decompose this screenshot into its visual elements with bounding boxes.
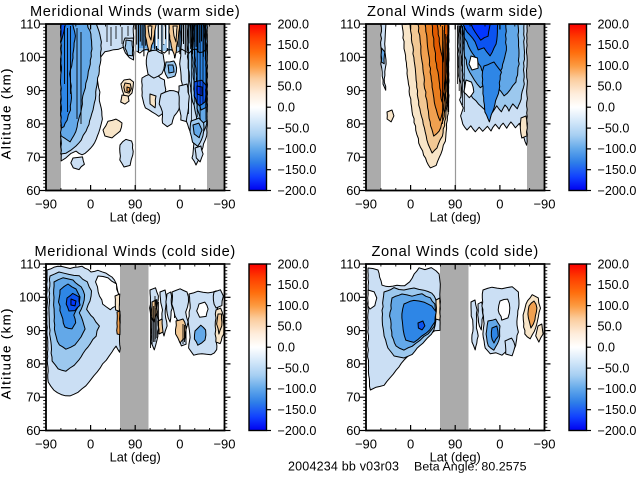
svg-text:Zonal Winds (warm side): Zonal Winds (warm side)	[367, 4, 543, 20]
svg-text:−150.0: −150.0	[278, 403, 317, 417]
svg-text:150.0: 150.0	[598, 38, 630, 52]
svg-text:100: 100	[19, 50, 40, 65]
svg-text:90: 90	[448, 197, 462, 212]
svg-text:90: 90	[128, 437, 142, 452]
svg-text:50.0: 50.0	[598, 80, 623, 94]
svg-text:0: 0	[176, 437, 183, 452]
svg-text:100.0: 100.0	[278, 59, 310, 73]
svg-text:200.0: 200.0	[598, 257, 630, 271]
svg-text:60: 60	[26, 183, 40, 198]
svg-text:70: 70	[26, 390, 40, 405]
svg-text:−50.0: −50.0	[278, 121, 310, 135]
svg-text:70: 70	[346, 150, 360, 165]
svg-text:−90: −90	[533, 437, 555, 452]
svg-text:90: 90	[448, 437, 462, 452]
svg-text:150.0: 150.0	[278, 278, 310, 292]
svg-text:Lat (deg): Lat (deg)	[110, 210, 161, 225]
svg-text:−200.0: −200.0	[598, 184, 637, 198]
svg-text:0.0: 0.0	[598, 101, 616, 115]
svg-text:80: 80	[346, 356, 360, 371]
svg-text:−90: −90	[213, 437, 235, 452]
svg-text:110: 110	[20, 16, 40, 31]
svg-text:0: 0	[496, 437, 503, 452]
svg-text:−150.0: −150.0	[598, 163, 637, 177]
svg-text:−100.0: −100.0	[598, 382, 637, 396]
svg-text:Altitude (km): Altitude (km)	[0, 307, 13, 399]
svg-text:100: 100	[339, 50, 360, 65]
svg-text:−100.0: −100.0	[278, 142, 317, 156]
svg-text:−50.0: −50.0	[278, 361, 310, 375]
svg-text:0: 0	[407, 437, 414, 452]
svg-text:110: 110	[340, 16, 360, 31]
svg-text:−200.0: −200.0	[278, 184, 317, 198]
svg-text:−150.0: −150.0	[278, 163, 317, 177]
svg-text:90: 90	[346, 83, 360, 98]
svg-text:0.0: 0.0	[278, 341, 296, 355]
svg-text:0: 0	[496, 197, 503, 212]
svg-text:0: 0	[176, 197, 183, 212]
svg-text:−90: −90	[35, 437, 57, 452]
svg-text:−50.0: −50.0	[598, 361, 630, 375]
svg-text:50.0: 50.0	[598, 320, 623, 334]
svg-text:−100.0: −100.0	[278, 382, 317, 396]
svg-text:Altitude (km): Altitude (km)	[0, 67, 13, 159]
svg-text:150.0: 150.0	[278, 38, 310, 52]
svg-text:0.0: 0.0	[278, 101, 296, 115]
svg-text:90: 90	[26, 323, 40, 338]
svg-text:70: 70	[26, 150, 40, 165]
svg-text:90: 90	[346, 323, 360, 338]
svg-text:70: 70	[346, 390, 360, 405]
svg-text:−90: −90	[533, 197, 555, 212]
svg-text:2004234 bb v03r03: 2004234 bb v03r03	[288, 460, 399, 474]
svg-text:60: 60	[346, 183, 360, 198]
svg-text:−150.0: −150.0	[598, 403, 637, 417]
svg-text:0.0: 0.0	[598, 341, 616, 355]
svg-text:200.0: 200.0	[278, 17, 310, 31]
svg-text:−90: −90	[213, 197, 235, 212]
svg-text:Altitude (km): Altitude (km)	[0, 67, 13, 159]
svg-text:−90: −90	[355, 437, 377, 452]
svg-text:110: 110	[340, 256, 360, 271]
svg-text:Lat (deg): Lat (deg)	[110, 450, 161, 465]
svg-text:200.0: 200.0	[598, 17, 630, 31]
svg-text:−200.0: −200.0	[278, 424, 317, 438]
svg-text:90: 90	[128, 197, 142, 212]
svg-text:150.0: 150.0	[598, 278, 630, 292]
svg-text:Meridional Winds (warm side): Meridional Winds (warm side)	[30, 4, 240, 20]
svg-text:0: 0	[87, 197, 94, 212]
svg-text:110: 110	[20, 256, 40, 271]
svg-text:60: 60	[346, 423, 360, 438]
svg-text:Zonal Winds (cold side): Zonal Winds (cold side)	[371, 244, 538, 260]
svg-text:0: 0	[407, 197, 414, 212]
svg-text:−200.0: −200.0	[598, 424, 637, 438]
svg-text:200.0: 200.0	[278, 257, 310, 271]
svg-text:Meridional Winds (cold side): Meridional Winds (cold side)	[34, 244, 236, 260]
svg-text:50.0: 50.0	[278, 320, 303, 334]
svg-text:100.0: 100.0	[278, 299, 310, 313]
svg-text:0: 0	[87, 437, 94, 452]
svg-text:80: 80	[26, 356, 40, 371]
svg-text:100.0: 100.0	[598, 299, 630, 313]
svg-text:80: 80	[26, 116, 40, 131]
svg-text:−90: −90	[35, 197, 57, 212]
svg-text:60: 60	[26, 423, 40, 438]
svg-text:90: 90	[26, 83, 40, 98]
svg-text:100: 100	[339, 290, 360, 305]
svg-text:−100.0: −100.0	[598, 142, 637, 156]
svg-text:Lat (deg): Lat (deg)	[430, 450, 481, 465]
svg-text:−50.0: −50.0	[598, 121, 630, 135]
svg-text:80: 80	[346, 116, 360, 131]
svg-text:−90: −90	[355, 197, 377, 212]
svg-text:100: 100	[19, 290, 40, 305]
svg-text:Beta Angle: 80.2575: Beta Angle: 80.2575	[414, 460, 527, 474]
svg-text:100.0: 100.0	[598, 59, 630, 73]
svg-text:Altitude (km): Altitude (km)	[0, 307, 13, 399]
svg-text:Lat (deg): Lat (deg)	[430, 210, 481, 225]
svg-text:50.0: 50.0	[278, 80, 303, 94]
